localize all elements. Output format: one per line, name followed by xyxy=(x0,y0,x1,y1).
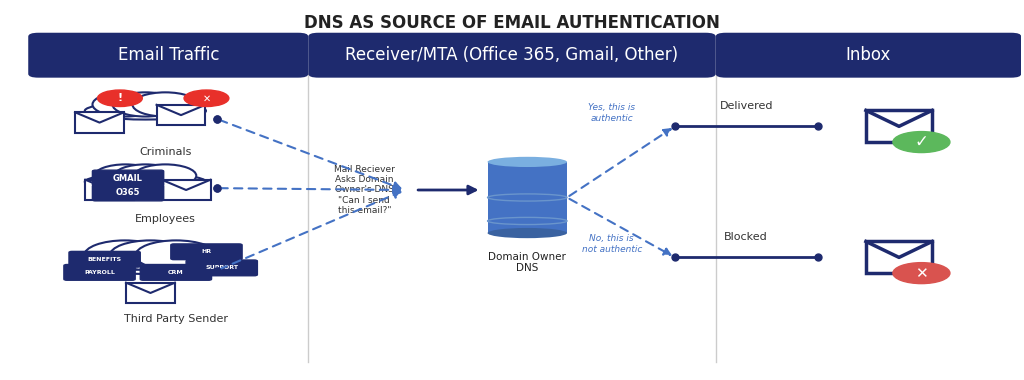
Text: ✓: ✓ xyxy=(914,133,929,151)
Text: Yes, this is
authentic: Yes, this is authentic xyxy=(588,103,635,123)
FancyBboxPatch shape xyxy=(126,283,175,303)
FancyBboxPatch shape xyxy=(866,241,932,273)
Text: Domain Owner
DNS: Domain Owner DNS xyxy=(488,252,566,273)
Text: Mail Reciever
Asks Domain
Owner's DNS
"Can I send
this email?": Mail Reciever Asks Domain Owner's DNS "C… xyxy=(334,165,395,215)
FancyBboxPatch shape xyxy=(69,252,140,267)
FancyBboxPatch shape xyxy=(92,170,164,186)
FancyBboxPatch shape xyxy=(157,105,206,125)
Text: ✕: ✕ xyxy=(915,266,928,280)
Ellipse shape xyxy=(85,174,206,190)
FancyBboxPatch shape xyxy=(308,33,716,78)
FancyBboxPatch shape xyxy=(487,162,567,233)
Circle shape xyxy=(115,165,176,187)
Text: GMAIL: GMAIL xyxy=(113,174,143,182)
Text: !: ! xyxy=(118,93,123,103)
Text: PAYROLL: PAYROLL xyxy=(84,270,115,275)
Circle shape xyxy=(92,92,159,117)
Text: Employees: Employees xyxy=(135,214,197,224)
Circle shape xyxy=(134,165,197,187)
Circle shape xyxy=(94,165,157,187)
Text: O365: O365 xyxy=(116,188,140,198)
Text: Delivered: Delivered xyxy=(720,101,773,111)
Circle shape xyxy=(97,90,142,106)
Text: CRM: CRM xyxy=(168,270,183,275)
Circle shape xyxy=(132,92,199,117)
FancyBboxPatch shape xyxy=(140,264,212,280)
Circle shape xyxy=(113,92,178,117)
Text: HR: HR xyxy=(202,249,212,254)
Circle shape xyxy=(135,241,217,270)
FancyBboxPatch shape xyxy=(162,180,211,200)
FancyBboxPatch shape xyxy=(186,260,257,276)
Circle shape xyxy=(184,90,229,106)
Text: DNS AS SOURCE OF EMAIL AUTHENTICATION: DNS AS SOURCE OF EMAIL AUTHENTICATION xyxy=(304,14,720,32)
Text: Blocked: Blocked xyxy=(724,233,768,242)
Text: BENEFITS: BENEFITS xyxy=(88,257,122,262)
Text: Inbox: Inbox xyxy=(846,46,891,64)
FancyBboxPatch shape xyxy=(92,185,164,201)
Ellipse shape xyxy=(487,228,567,238)
Text: ✕: ✕ xyxy=(203,93,211,103)
Text: Third Party Sender: Third Party Sender xyxy=(124,314,228,323)
Text: Criminals: Criminals xyxy=(139,147,191,157)
Text: No, this is
not authentic: No, this is not authentic xyxy=(582,234,642,254)
Text: Email Traffic: Email Traffic xyxy=(118,46,219,64)
Ellipse shape xyxy=(85,102,206,120)
Circle shape xyxy=(110,241,191,270)
Circle shape xyxy=(893,263,950,283)
Ellipse shape xyxy=(487,157,567,167)
Text: SUPPORT: SUPPORT xyxy=(205,265,239,271)
Text: Receiver/MTA (Office 365, Gmail, Other): Receiver/MTA (Office 365, Gmail, Other) xyxy=(345,46,679,64)
Ellipse shape xyxy=(73,252,228,274)
Circle shape xyxy=(893,131,950,152)
FancyBboxPatch shape xyxy=(85,180,134,200)
Circle shape xyxy=(84,241,166,270)
FancyBboxPatch shape xyxy=(63,264,135,280)
FancyBboxPatch shape xyxy=(75,112,124,133)
FancyBboxPatch shape xyxy=(716,33,1021,78)
FancyBboxPatch shape xyxy=(29,33,308,78)
FancyBboxPatch shape xyxy=(171,244,242,260)
FancyBboxPatch shape xyxy=(866,111,932,142)
